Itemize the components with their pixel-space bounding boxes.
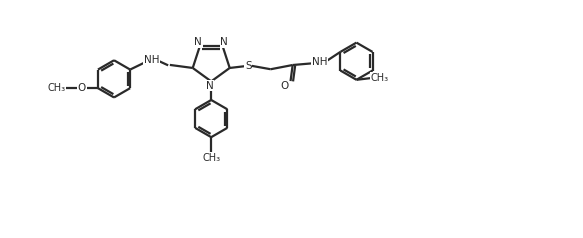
- Text: CH₃: CH₃: [47, 83, 66, 93]
- Text: N: N: [220, 37, 228, 47]
- Text: NH: NH: [143, 55, 159, 65]
- Text: S: S: [245, 61, 252, 71]
- Text: CH₃: CH₃: [202, 153, 220, 163]
- Text: O: O: [78, 83, 86, 93]
- Text: N: N: [206, 81, 213, 91]
- Text: O: O: [280, 81, 289, 91]
- Text: NH: NH: [312, 57, 328, 67]
- Text: CH₃: CH₃: [371, 73, 389, 83]
- Text: N: N: [194, 37, 202, 47]
